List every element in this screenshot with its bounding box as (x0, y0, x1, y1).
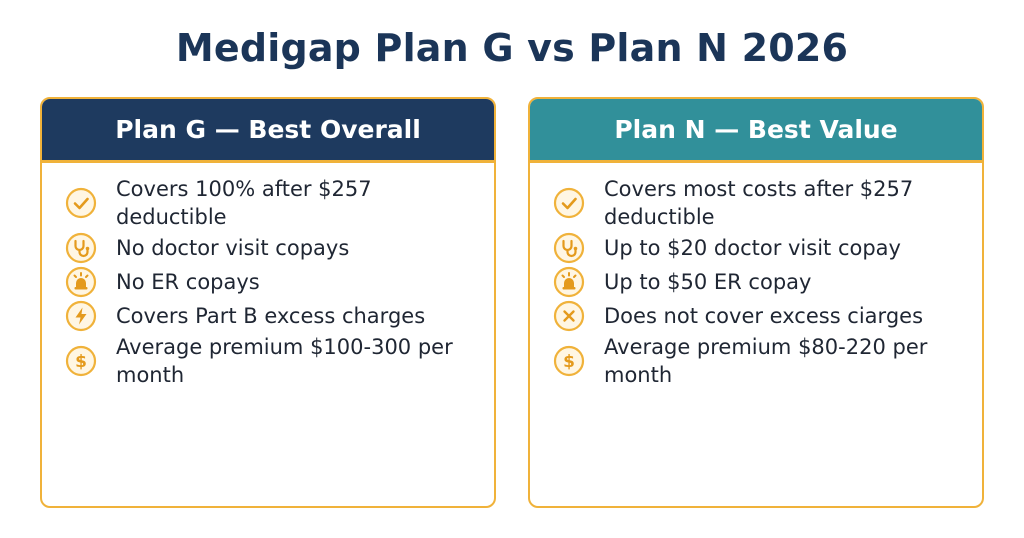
check-circle-icon (552, 186, 586, 220)
dollar-coin-icon: $ (552, 344, 586, 378)
plan-g-header: Plan G — Best Overall (42, 99, 494, 163)
svg-text:$: $ (75, 352, 87, 372)
plan-n-card: Plan N — Best Value Covers most costs af… (528, 97, 984, 508)
list-item: Up to $20 doctor visit copay (530, 231, 982, 265)
list-item: Covers most costs after $257 deductible (530, 175, 982, 231)
feature-text: Up to $20 doctor visit copay (604, 236, 901, 260)
emergency-light-icon (552, 265, 586, 299)
plan-n-header: Plan N — Best Value (530, 99, 982, 163)
feature-text: No doctor visit copays (116, 236, 350, 260)
feature-text: No ER copays (116, 270, 260, 294)
page-title: Medigap Plan G vs Plan N 2026 (175, 26, 849, 70)
list-item: Covers 100% after $257 deductible (42, 175, 494, 231)
list-item: Does not cover excess ciarges (530, 299, 982, 333)
feature-text: Covers 100% after $257 deductible (116, 177, 372, 229)
feature-text: Up to $50 ER copay (604, 270, 812, 294)
feature-text: Covers most costs after $257 deductible (604, 177, 914, 229)
svg-text:$: $ (563, 352, 575, 372)
plan-n-feature-list: Covers most costs after $257 deductible … (530, 163, 982, 389)
check-circle-icon (64, 186, 98, 220)
stethoscope-icon (64, 231, 98, 265)
list-item: $ Average premium $100-300 per month (42, 333, 494, 389)
list-item: No ER copays (42, 265, 494, 299)
list-item: Covers Part B excess charges (42, 299, 494, 333)
feature-text: Does not cover excess ciarges (604, 304, 924, 328)
list-item: $ Average premium $80-220 per month (530, 333, 982, 389)
feature-text: Average premium $80-220 per month (604, 335, 928, 387)
list-item: Up to $50 ER copay (530, 265, 982, 299)
emergency-light-icon (64, 265, 98, 299)
feature-text: Covers Part B excess charges (116, 304, 426, 328)
plan-g-feature-list: Covers 100% after $257 deductible No doc… (42, 163, 494, 389)
x-circle-icon (552, 299, 586, 333)
dollar-coin-icon: $ (64, 344, 98, 378)
feature-text: Average premium $100-300 per month (116, 335, 453, 387)
lightning-bolt-icon (64, 299, 98, 333)
stethoscope-icon (552, 231, 586, 265)
list-item: No doctor visit copays (42, 231, 494, 265)
plan-g-card: Plan G — Best Overall Covers 100% after … (40, 97, 496, 508)
